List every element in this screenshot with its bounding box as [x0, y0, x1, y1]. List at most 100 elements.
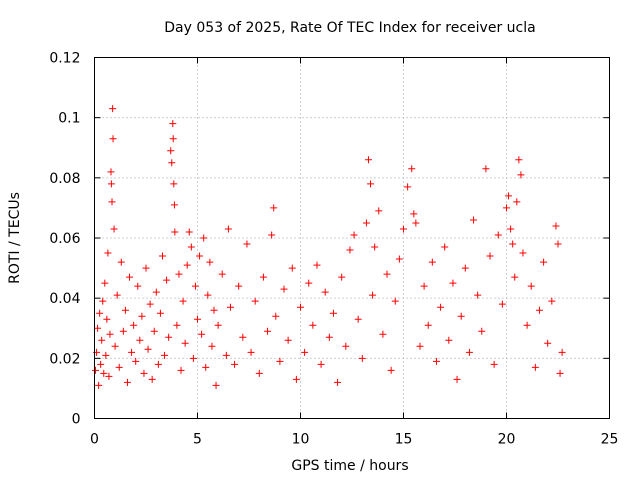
- data-point: [527, 282, 535, 290]
- data-point: [404, 183, 412, 191]
- data-point: [181, 339, 189, 347]
- data-point: [105, 372, 113, 380]
- data-point: [224, 225, 232, 233]
- data-point: [255, 369, 263, 377]
- data-point: [100, 369, 108, 377]
- data-point: [391, 297, 399, 305]
- data-point: [428, 258, 436, 266]
- data-point: [208, 342, 216, 350]
- data-point: [280, 285, 288, 293]
- data-point: [161, 351, 169, 359]
- data-point: [548, 297, 556, 305]
- data-point: [134, 282, 142, 290]
- data-point: [420, 282, 428, 290]
- data-point: [109, 135, 117, 143]
- data-point: [486, 252, 494, 260]
- data-point: [92, 366, 100, 374]
- y-tick-label: 0.06: [49, 231, 80, 247]
- data-point: [379, 330, 387, 338]
- data-point: [505, 192, 513, 200]
- data-point: [305, 279, 313, 287]
- data-point: [470, 216, 478, 224]
- data-point: [173, 321, 181, 329]
- data-point: [334, 378, 342, 386]
- data-point: [101, 279, 109, 287]
- data-point: [107, 168, 115, 176]
- data-point: [412, 219, 420, 227]
- data-point: [96, 309, 104, 317]
- data-point: [235, 282, 243, 290]
- y-tick-label: 0.1: [58, 111, 80, 127]
- data-point: [119, 327, 127, 335]
- data-point: [218, 270, 226, 278]
- data-point: [142, 264, 150, 272]
- data-point: [268, 231, 276, 239]
- data-point: [317, 360, 325, 368]
- data-point: [170, 180, 178, 188]
- data-point: [364, 156, 372, 164]
- data-point: [482, 165, 490, 173]
- data-point: [104, 249, 112, 257]
- data-point: [284, 336, 292, 344]
- data-point: [163, 276, 171, 284]
- data-point: [410, 210, 418, 218]
- data-point: [138, 312, 146, 320]
- data-point: [342, 342, 350, 350]
- data-point: [150, 327, 158, 335]
- data-point: [210, 306, 218, 314]
- data-point: [383, 270, 391, 278]
- data-point: [94, 324, 102, 332]
- data-point: [556, 369, 564, 377]
- data-point: [115, 363, 123, 371]
- data-point: [185, 228, 193, 236]
- data-point: [309, 321, 317, 329]
- data-point: [130, 321, 138, 329]
- data-point: [416, 342, 424, 350]
- data-point: [212, 381, 220, 389]
- data-point: [346, 246, 354, 254]
- data-point: [474, 291, 482, 299]
- data-point: [132, 357, 140, 365]
- data-point: [113, 291, 121, 299]
- data-point: [449, 279, 457, 287]
- data-point: [445, 336, 453, 344]
- y-tick-label: 0.04: [49, 291, 80, 307]
- data-point: [552, 222, 560, 230]
- data-point: [478, 327, 486, 335]
- data-point: [243, 240, 251, 248]
- data-point: [371, 243, 379, 251]
- axis-ticks: [94, 57, 610, 419]
- data-point: [292, 375, 300, 383]
- tick-labels: 0 5 10 15 20 25 0 0.02 0.04 0.06 0.08 0.1 0.12: [49, 51, 618, 448]
- data-point: [102, 351, 110, 359]
- data-point: [515, 156, 523, 164]
- data-point: [107, 180, 115, 188]
- data-point: [350, 231, 358, 239]
- data-point: [144, 345, 152, 353]
- data-point: [437, 303, 445, 311]
- data-point: [554, 240, 562, 248]
- data-point: [171, 228, 179, 236]
- data-point: [288, 264, 296, 272]
- data-point: [297, 303, 304, 311]
- data-point: [519, 249, 527, 257]
- data-point: [272, 312, 280, 320]
- data-point: [362, 219, 370, 227]
- data-point: [517, 171, 525, 179]
- data-point: [498, 300, 506, 308]
- data-point: [103, 315, 111, 323]
- data-point: [117, 258, 125, 266]
- y-tick-label: 0.08: [49, 171, 80, 187]
- data-point: [167, 147, 175, 155]
- data-point: [136, 336, 144, 344]
- data-point: [387, 366, 395, 374]
- data-point: [154, 360, 162, 368]
- chart-title: Day 053 of 2025, Rate Of TEC Index for r…: [164, 20, 535, 36]
- data-point: [168, 159, 176, 167]
- data-point: [222, 351, 230, 359]
- data-point: [126, 273, 134, 281]
- data-point: [183, 261, 191, 269]
- data-point: [97, 360, 105, 368]
- x-tick-label: 20: [498, 432, 516, 448]
- data-point: [513, 198, 521, 206]
